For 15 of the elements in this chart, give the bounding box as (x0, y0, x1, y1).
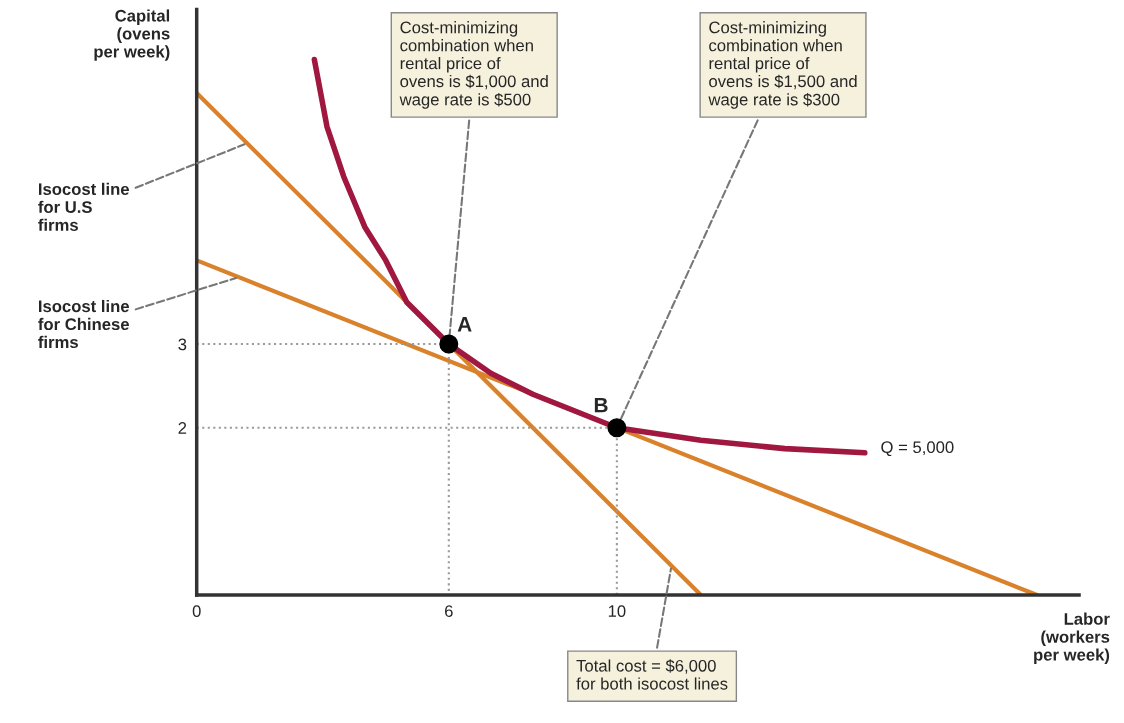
x-axis-title: Labor (workers per week) (1034, 612, 1110, 665)
annotation: Isocost line for U.S firms (38, 182, 129, 231)
annotation: Q = 5,000 (881, 441, 954, 457)
x-tick-label: 0 (192, 605, 201, 617)
x-tick-label: 6 (445, 605, 453, 617)
y-tick-label: 2 (178, 422, 187, 434)
annotation: Cost-minimizing combination when rental price of ovens is $1,500 and wage rate is $300 (708, 21, 857, 109)
annotation: A (457, 317, 472, 332)
annotation: Isocost line for Chinese firms (38, 299, 129, 349)
annotation: Cost-minimizing combination when rental price of ovens is $1,000 and wage rate is $500 (399, 21, 548, 109)
annotation: B (594, 397, 608, 413)
y-tick-label: 3 (178, 338, 187, 351)
y-axis-title: Capital (ovens per week) (94, 9, 170, 61)
annotation: Total cost = $6,000 for both isocost lines (576, 659, 728, 690)
x-tick-label: 10 (608, 605, 626, 617)
